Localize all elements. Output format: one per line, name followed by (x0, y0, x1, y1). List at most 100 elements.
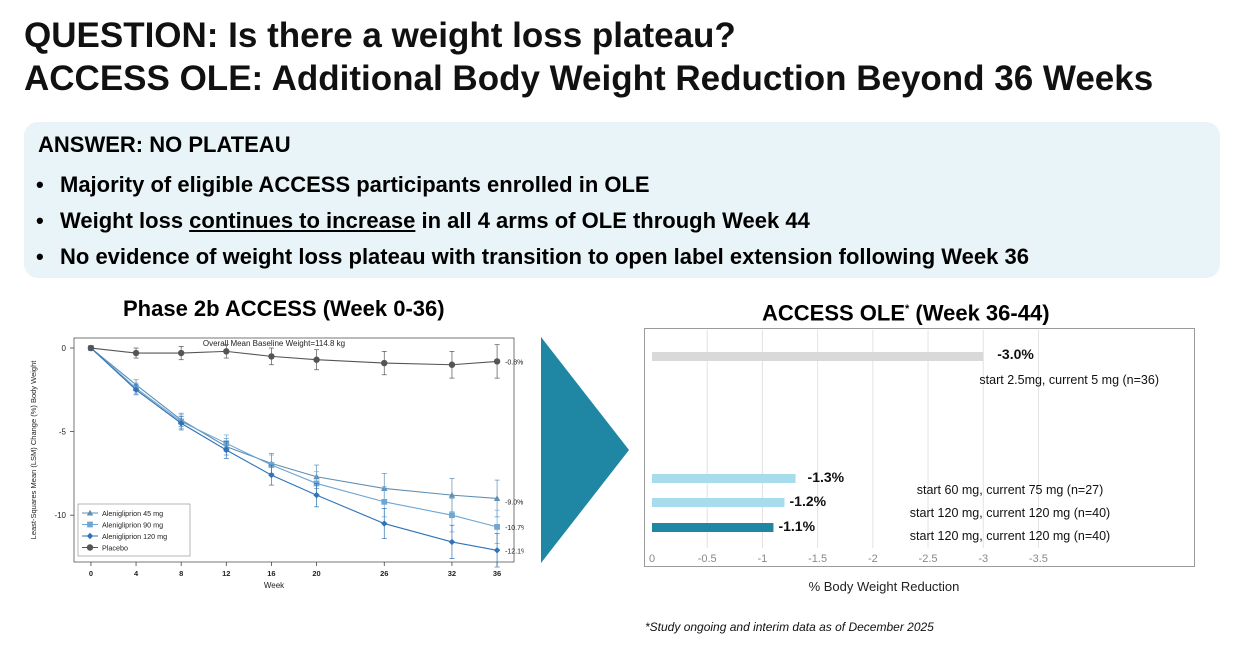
data-point (448, 361, 456, 368)
x-tick-label: 16 (267, 569, 275, 578)
y-tick-label: -10 (54, 511, 66, 520)
x-tick-label: 0 (649, 553, 655, 565)
data-point (177, 349, 185, 357)
data-point (177, 420, 185, 427)
bullet-icon: • (36, 208, 44, 233)
data-point (223, 348, 230, 355)
bar-category-label: start 120 mg, current 120 mg (n=40) (910, 506, 1110, 520)
data-point (223, 446, 230, 454)
data-point (86, 544, 94, 551)
x-tick-label: 20 (312, 569, 320, 578)
right-panel-title-suffix: (Week 36-44) (909, 300, 1050, 326)
bullet-text: in all 4 arms of OLE through Week 44 (415, 208, 810, 233)
x-axis-label: % Body Weight Reduction (809, 579, 960, 594)
bar (652, 352, 984, 361)
answer-box: ANSWER: NO PLATEAU • Majority of eligible… (24, 122, 1220, 278)
end-value-label: -10.7% (-11.6, -9.7) (505, 525, 524, 532)
bar-value-label: -1.1% (778, 518, 815, 534)
legend-label: Placebo (102, 544, 128, 553)
transition-arrow-icon (541, 337, 629, 563)
x-tick-label: -1.5 (808, 553, 827, 565)
bar-value-label: -1.2% (790, 493, 827, 509)
bar (652, 498, 785, 507)
series-3: -0.8% (-1.8, 0.2) (87, 344, 524, 379)
line-chart: Overall Mean Baseline Weight=114.8 kg 0 -5… (29, 337, 524, 590)
x-tick-label: 8 (179, 569, 183, 578)
data-point (268, 353, 275, 360)
right-panel-title: ACCESS OLE* (Week 36-44) (762, 296, 1050, 326)
y-axis-label: Least-Squares Mean (LSM) Change (%) Body… (29, 360, 38, 540)
x-tick-label: -1 (758, 553, 768, 565)
arrow-shape (541, 337, 629, 563)
data-point (132, 386, 140, 394)
bar-value-label: -1.3% (808, 469, 845, 485)
x-tick-label: -2.5 (919, 553, 938, 565)
bullet-text: Weight loss (60, 208, 190, 233)
bar-group: -1.1% start 120 mg, current 120 mg (n=40) (652, 518, 1110, 543)
bullet-text: No evidence of weight loss plateau with … (60, 244, 1029, 269)
legend-label: Alenigliprion 120 mg (102, 532, 167, 541)
data-point (494, 524, 500, 530)
slide-title: QUESTION: Is there a weight loss plateau… (24, 14, 1244, 100)
x-axis-label: Week (264, 581, 285, 590)
end-value-label: -9.0% (-10.1, -7.9) (505, 499, 524, 506)
x-tick-label: -3 (978, 553, 988, 565)
x-tick-label: 0 (89, 569, 93, 578)
bullet-item: • Weight loss continues to increase in al… (36, 208, 810, 234)
series-2: -12.1% (-13.0, -11.1) (87, 344, 524, 568)
bar-category-label: start 60 mg, current 75 mg (n=27) (917, 483, 1104, 497)
data-point (313, 356, 320, 363)
x-tick-label: 26 (380, 569, 388, 578)
data-point (86, 532, 94, 540)
bar (652, 523, 774, 532)
right-panel-title-main: ACCESS OLE (762, 300, 906, 326)
bullet-underlined-text: continues to increase (189, 208, 416, 233)
legend-label: Alenigliprion 45 mg (102, 509, 163, 518)
data-point (381, 359, 388, 367)
x-tick-label: -0.5 (698, 553, 717, 565)
bullet-icon: • (36, 244, 44, 269)
x-tick-label: 12 (222, 569, 230, 578)
x-tick-label: 32 (448, 569, 456, 578)
data-point (381, 498, 388, 505)
x-tick-label: -3.5 (1029, 553, 1048, 565)
data-point (381, 520, 388, 527)
bullet-icon: • (36, 172, 44, 197)
x-tick-label: 36 (493, 569, 501, 578)
data-point (493, 495, 501, 502)
title-subtitle: ACCESS OLE: Additional Body Weight Reduc… (24, 59, 1154, 98)
legend: Alenigliprion 45 mg Alenigliprion 90 mg Al… (77, 503, 191, 557)
bar-group: -1.2% start 120 mg, current 120 mg (n=40) (652, 493, 1110, 520)
bar (652, 474, 796, 483)
bullet-text: Majority of eligible ACCESS participants… (60, 172, 650, 197)
data-point (87, 521, 93, 528)
data-point (448, 538, 456, 546)
legend-label: Alenigliprion 90 mg (102, 521, 163, 530)
x-tick-label: 4 (134, 569, 139, 578)
bar-group: -1.3% start 60 mg, current 75 mg (n=27) (652, 469, 1103, 497)
data-point (268, 471, 275, 479)
data-point (132, 349, 140, 357)
bar-group: -3.0% start 2.5mg, current 5 mg (n=36) (652, 346, 1159, 387)
bar-value-label: -3.0% (997, 346, 1034, 362)
x-tick-label: -2 (868, 553, 878, 565)
bar-category-label: start 120 mg, current 120 mg (n=40) (910, 529, 1110, 543)
footnote: *Study ongoing and interim data as of De… (645, 620, 934, 634)
data-point (87, 344, 95, 352)
left-panel-title: Phase 2b ACCESS (Week 0-36) (123, 296, 445, 321)
bar-category-label: start 2.5mg, current 5 mg (n=36) (979, 373, 1159, 387)
data-point (86, 509, 94, 516)
data-point (313, 491, 320, 499)
bar-chart: 0 -0.5 -1 -1.5 -2 -2.5 -3 -3.5 % Body Weight Red… (644, 328, 1195, 594)
chart-title: Overall Mean Baseline Weight=114.8 kg (203, 339, 345, 348)
data-point (449, 512, 455, 519)
end-value-label: -0.8% (-1.8, 0.2) (505, 359, 524, 366)
y-tick-label: -5 (59, 428, 67, 437)
data-point (493, 358, 501, 365)
answer-heading: ANSWER: NO PLATEAU (38, 132, 291, 157)
bullet-item: • Majority of eligible ACCESS participant… (36, 172, 650, 198)
end-value-label: -12.1% (-13.0, -11.1) (505, 548, 524, 555)
y-tick-label: 0 (62, 344, 67, 353)
title-question: QUESTION: Is there a weight loss plateau… (24, 16, 736, 55)
right-panel-title-sup: * (905, 303, 910, 315)
